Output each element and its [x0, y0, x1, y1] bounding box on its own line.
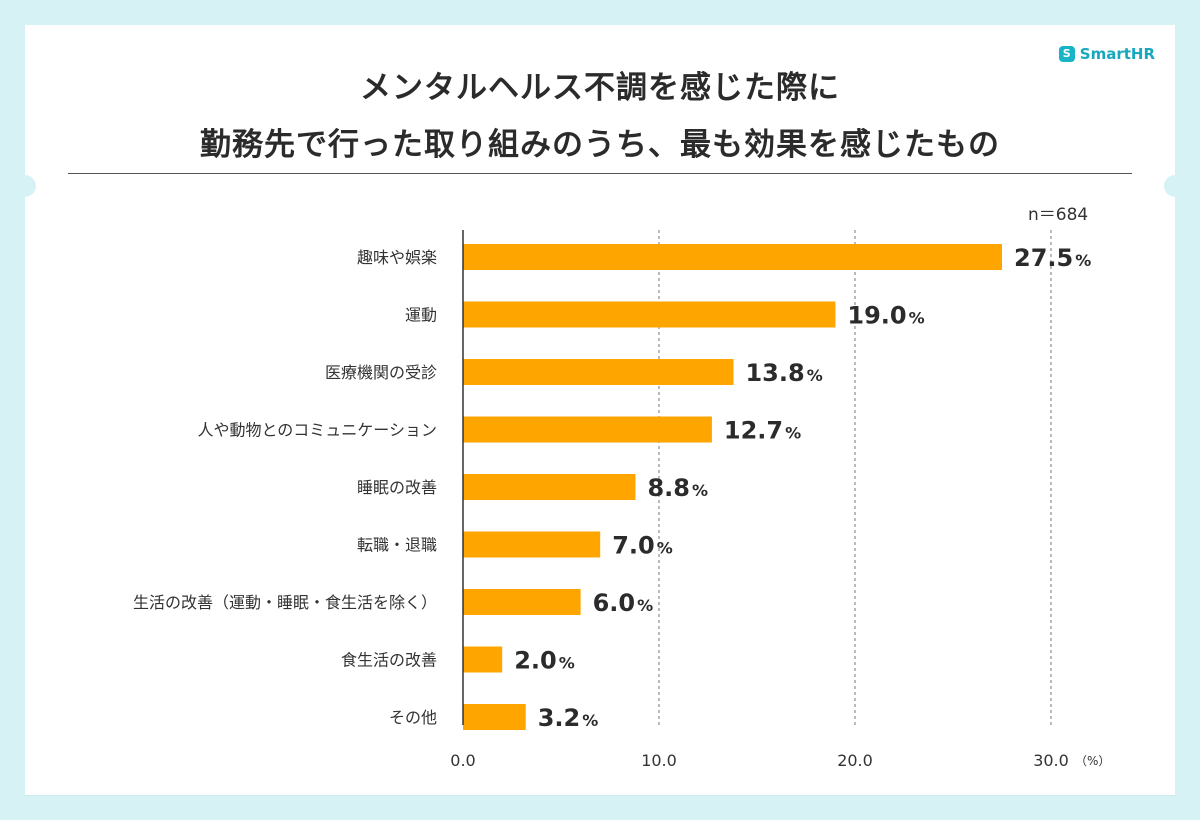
chart-card: S SmartHR メンタルヘルス不調を感じた際に 勤務先で行った取り組みのうち… [14, 25, 1186, 795]
bar [463, 416, 712, 443]
value-percent-sign: % [559, 654, 575, 673]
value-percent-sign: % [637, 596, 653, 615]
category-label: 趣味や娯楽 [357, 248, 437, 267]
category-label: 人や動物とのコミュニケーション [197, 421, 437, 440]
value-percent-sign: % [582, 711, 598, 730]
x-axis-unit: （%） [1075, 754, 1110, 768]
smarthr-logo: S SmartHR [1058, 45, 1155, 63]
x-tick-label: 20.0 [837, 751, 873, 770]
smarthr-logo-text: SmartHR [1079, 45, 1155, 63]
category-label: 転職・退職 [357, 536, 437, 555]
value-label: 3.2% [538, 704, 599, 732]
bar [463, 301, 836, 328]
sample-size: n＝684 [1028, 205, 1089, 225]
value-percent-sign: % [785, 424, 801, 443]
value-percent-sign: % [657, 539, 673, 558]
bar [463, 474, 636, 500]
bar [463, 589, 581, 615]
bar [463, 646, 503, 673]
card-notch-left [14, 175, 36, 197]
value-label: 13.8% [745, 359, 822, 387]
bar [463, 244, 1002, 270]
chart-title-line1: メンタルヘルス不調を感じた際に [360, 70, 840, 106]
category-label: 生活の改善（運動・睡眠・食生活を除く） [133, 593, 437, 612]
smarthr-logo-icon: S [1058, 46, 1075, 62]
bar [463, 531, 601, 558]
value-label: 12.7% [724, 417, 801, 445]
x-tick-label: 0.0 [450, 751, 475, 770]
bar [463, 359, 734, 385]
category-label: 食生活の改善 [341, 651, 437, 670]
bar-chart: 趣味や娯楽 27.5 % 運動 19.0 % 医療機関の受診 13.8 % 人や動物とのコミュニケ… [133, 230, 1110, 770]
category-label: 運動 [405, 306, 437, 325]
title-divider [68, 173, 1132, 174]
value-label: 2.0% [514, 647, 575, 675]
value-percent-sign: % [807, 366, 823, 385]
value-percent-sign: % [692, 481, 708, 500]
value-label: 19.0% [847, 302, 924, 330]
value-label: 8.8% [647, 474, 708, 502]
value-percent-sign: % [909, 309, 925, 328]
x-tick-label: 10.0 [641, 751, 677, 770]
value-percent-sign: % [1075, 251, 1091, 270]
card-notch-right [1164, 175, 1186, 197]
bar [463, 704, 526, 730]
value-label: 6.0% [593, 589, 654, 617]
category-label: 睡眠の改善 [357, 478, 437, 497]
chart-title-line2: 勤務先で行った取り組みのうち、最も効果を感じたもの [200, 127, 1000, 163]
x-tick-label: 30.0 [1033, 751, 1069, 770]
value-label: 7.0% [612, 532, 673, 560]
category-label: その他 [389, 708, 437, 727]
category-label: 医療機関の受診 [325, 363, 437, 382]
value-label: 27.5% [1014, 244, 1091, 272]
